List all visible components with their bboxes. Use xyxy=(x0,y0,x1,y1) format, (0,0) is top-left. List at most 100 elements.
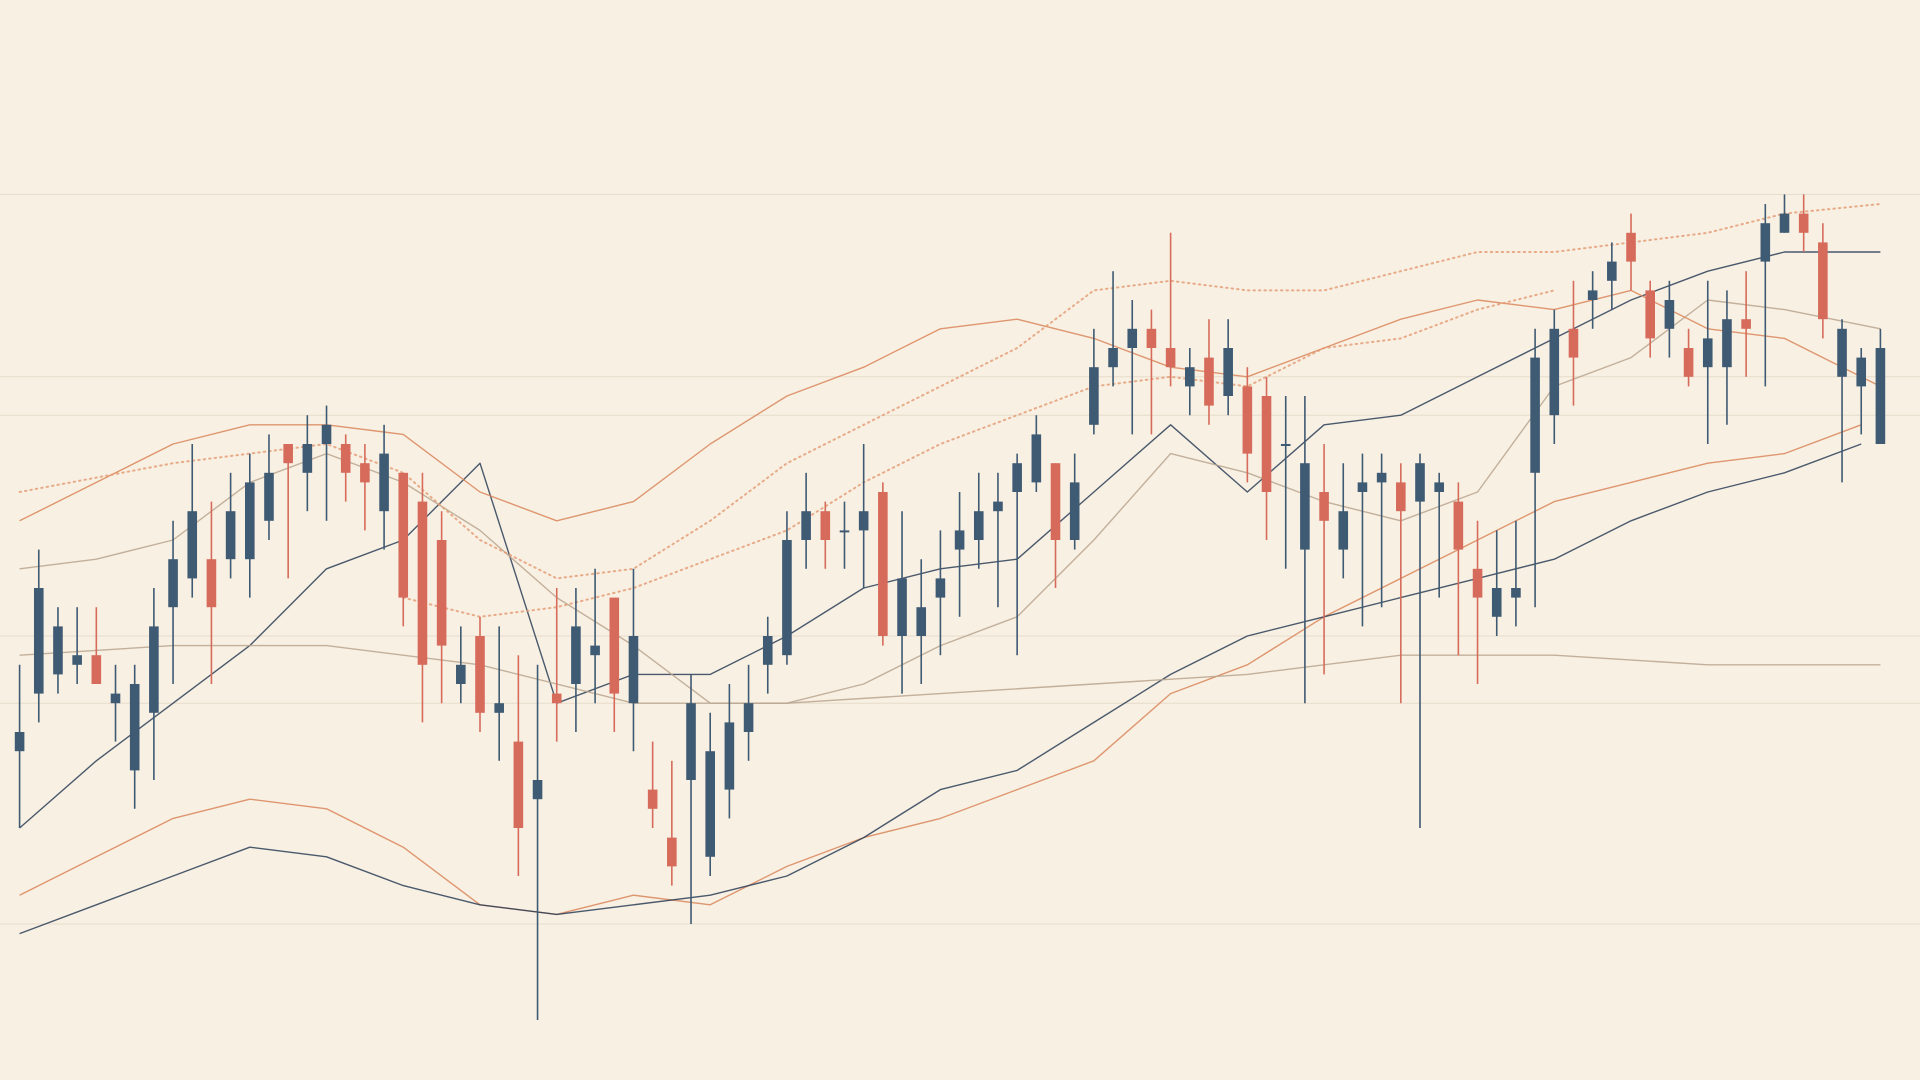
candle-64 xyxy=(1242,367,1253,483)
candle-79 xyxy=(1530,328,1540,608)
candle-body xyxy=(571,626,581,684)
candle-body xyxy=(858,511,869,531)
candle-body xyxy=(379,453,389,512)
candle-17 xyxy=(340,434,351,502)
candle-body xyxy=(916,607,927,636)
candle-56 xyxy=(1089,328,1099,435)
candle-65 xyxy=(1261,376,1272,540)
candle-25 xyxy=(494,626,504,761)
candle-91 xyxy=(1760,204,1771,387)
candle-77 xyxy=(1491,530,1502,636)
candle-body xyxy=(724,722,735,790)
candle-32 xyxy=(628,568,639,752)
candle-6 xyxy=(129,664,140,809)
candle-35 xyxy=(686,674,696,924)
candle-body xyxy=(456,664,466,684)
candle-body xyxy=(33,588,44,694)
candle-body xyxy=(1453,501,1464,550)
candle-body xyxy=(954,530,965,550)
candle-body xyxy=(993,501,1003,512)
candle-body xyxy=(72,655,82,665)
candle-body xyxy=(1549,328,1560,416)
candle-body xyxy=(532,780,543,800)
candle-83 xyxy=(1607,242,1617,310)
candle-body xyxy=(667,837,677,867)
candle-48 xyxy=(935,530,946,656)
series-line-5 xyxy=(19,644,1881,704)
candle-7 xyxy=(149,588,159,780)
candle-body xyxy=(475,636,485,713)
candle-59 xyxy=(1146,309,1157,435)
candle-body xyxy=(1434,482,1444,492)
candle-body xyxy=(1127,328,1138,348)
candle-68 xyxy=(1319,444,1329,675)
candle-29 xyxy=(571,588,581,732)
candle-body xyxy=(1242,386,1253,454)
candle-body xyxy=(1396,482,1406,512)
candle-15 xyxy=(302,415,313,512)
candle-body xyxy=(1165,348,1176,368)
candle-55 xyxy=(1069,453,1080,550)
candle-body xyxy=(149,626,159,713)
candle-body xyxy=(647,789,658,809)
candle-67 xyxy=(1300,396,1310,704)
candle-body xyxy=(1856,357,1867,387)
candle-body xyxy=(513,741,524,828)
candle-85 xyxy=(1645,280,1655,358)
candle-47 xyxy=(916,559,927,684)
candle-body xyxy=(1702,338,1713,368)
candle-41 xyxy=(801,472,811,569)
candle-body xyxy=(1530,357,1540,473)
candle-body xyxy=(820,511,831,540)
candle-body xyxy=(1760,223,1771,262)
candle-54 xyxy=(1050,463,1061,588)
candle-22 xyxy=(436,511,447,704)
candle-body xyxy=(53,626,63,675)
candle-27 xyxy=(532,664,543,1020)
candle-body xyxy=(340,444,351,473)
candle-45 xyxy=(878,482,888,646)
candle-body xyxy=(551,693,562,704)
candle-46 xyxy=(897,511,907,694)
candle-body xyxy=(321,424,332,444)
candle-18 xyxy=(360,444,370,531)
candle-body xyxy=(1798,213,1809,233)
candle-74 xyxy=(1434,472,1444,598)
candle-72 xyxy=(1396,463,1406,704)
series-line-6 xyxy=(18,203,1882,580)
candle-body xyxy=(1626,232,1636,262)
candle-body xyxy=(168,559,178,608)
candle-body xyxy=(398,472,409,598)
candle-body xyxy=(1779,213,1790,233)
candle-body xyxy=(302,444,313,473)
candle-16 xyxy=(321,405,332,521)
candle-body xyxy=(283,444,293,464)
candle-body xyxy=(897,578,907,636)
candle-66 xyxy=(1280,396,1291,569)
candle-57 xyxy=(1108,271,1118,387)
candle-body xyxy=(1741,319,1751,329)
candle-90 xyxy=(1741,271,1751,377)
candle-71 xyxy=(1376,453,1387,608)
candle-30 xyxy=(590,568,600,704)
candle-body xyxy=(1108,348,1118,368)
candle-88 xyxy=(1702,280,1713,444)
candle-4 xyxy=(91,607,102,684)
candle-3 xyxy=(72,607,82,684)
candle-24 xyxy=(475,616,485,732)
candle-78 xyxy=(1511,520,1521,627)
candle-body xyxy=(264,472,274,521)
candle-73 xyxy=(1415,453,1425,828)
candle-63 xyxy=(1223,319,1233,416)
candle-94 xyxy=(1818,223,1828,339)
candle-34 xyxy=(667,760,677,886)
candle-97 xyxy=(1875,328,1886,444)
candle-76 xyxy=(1472,520,1483,684)
candle-body xyxy=(245,482,255,560)
candle-body xyxy=(417,501,428,665)
candle-body xyxy=(1607,261,1617,281)
candle-body xyxy=(1069,482,1080,540)
candle-50 xyxy=(973,472,984,569)
candle-body xyxy=(1089,367,1099,425)
